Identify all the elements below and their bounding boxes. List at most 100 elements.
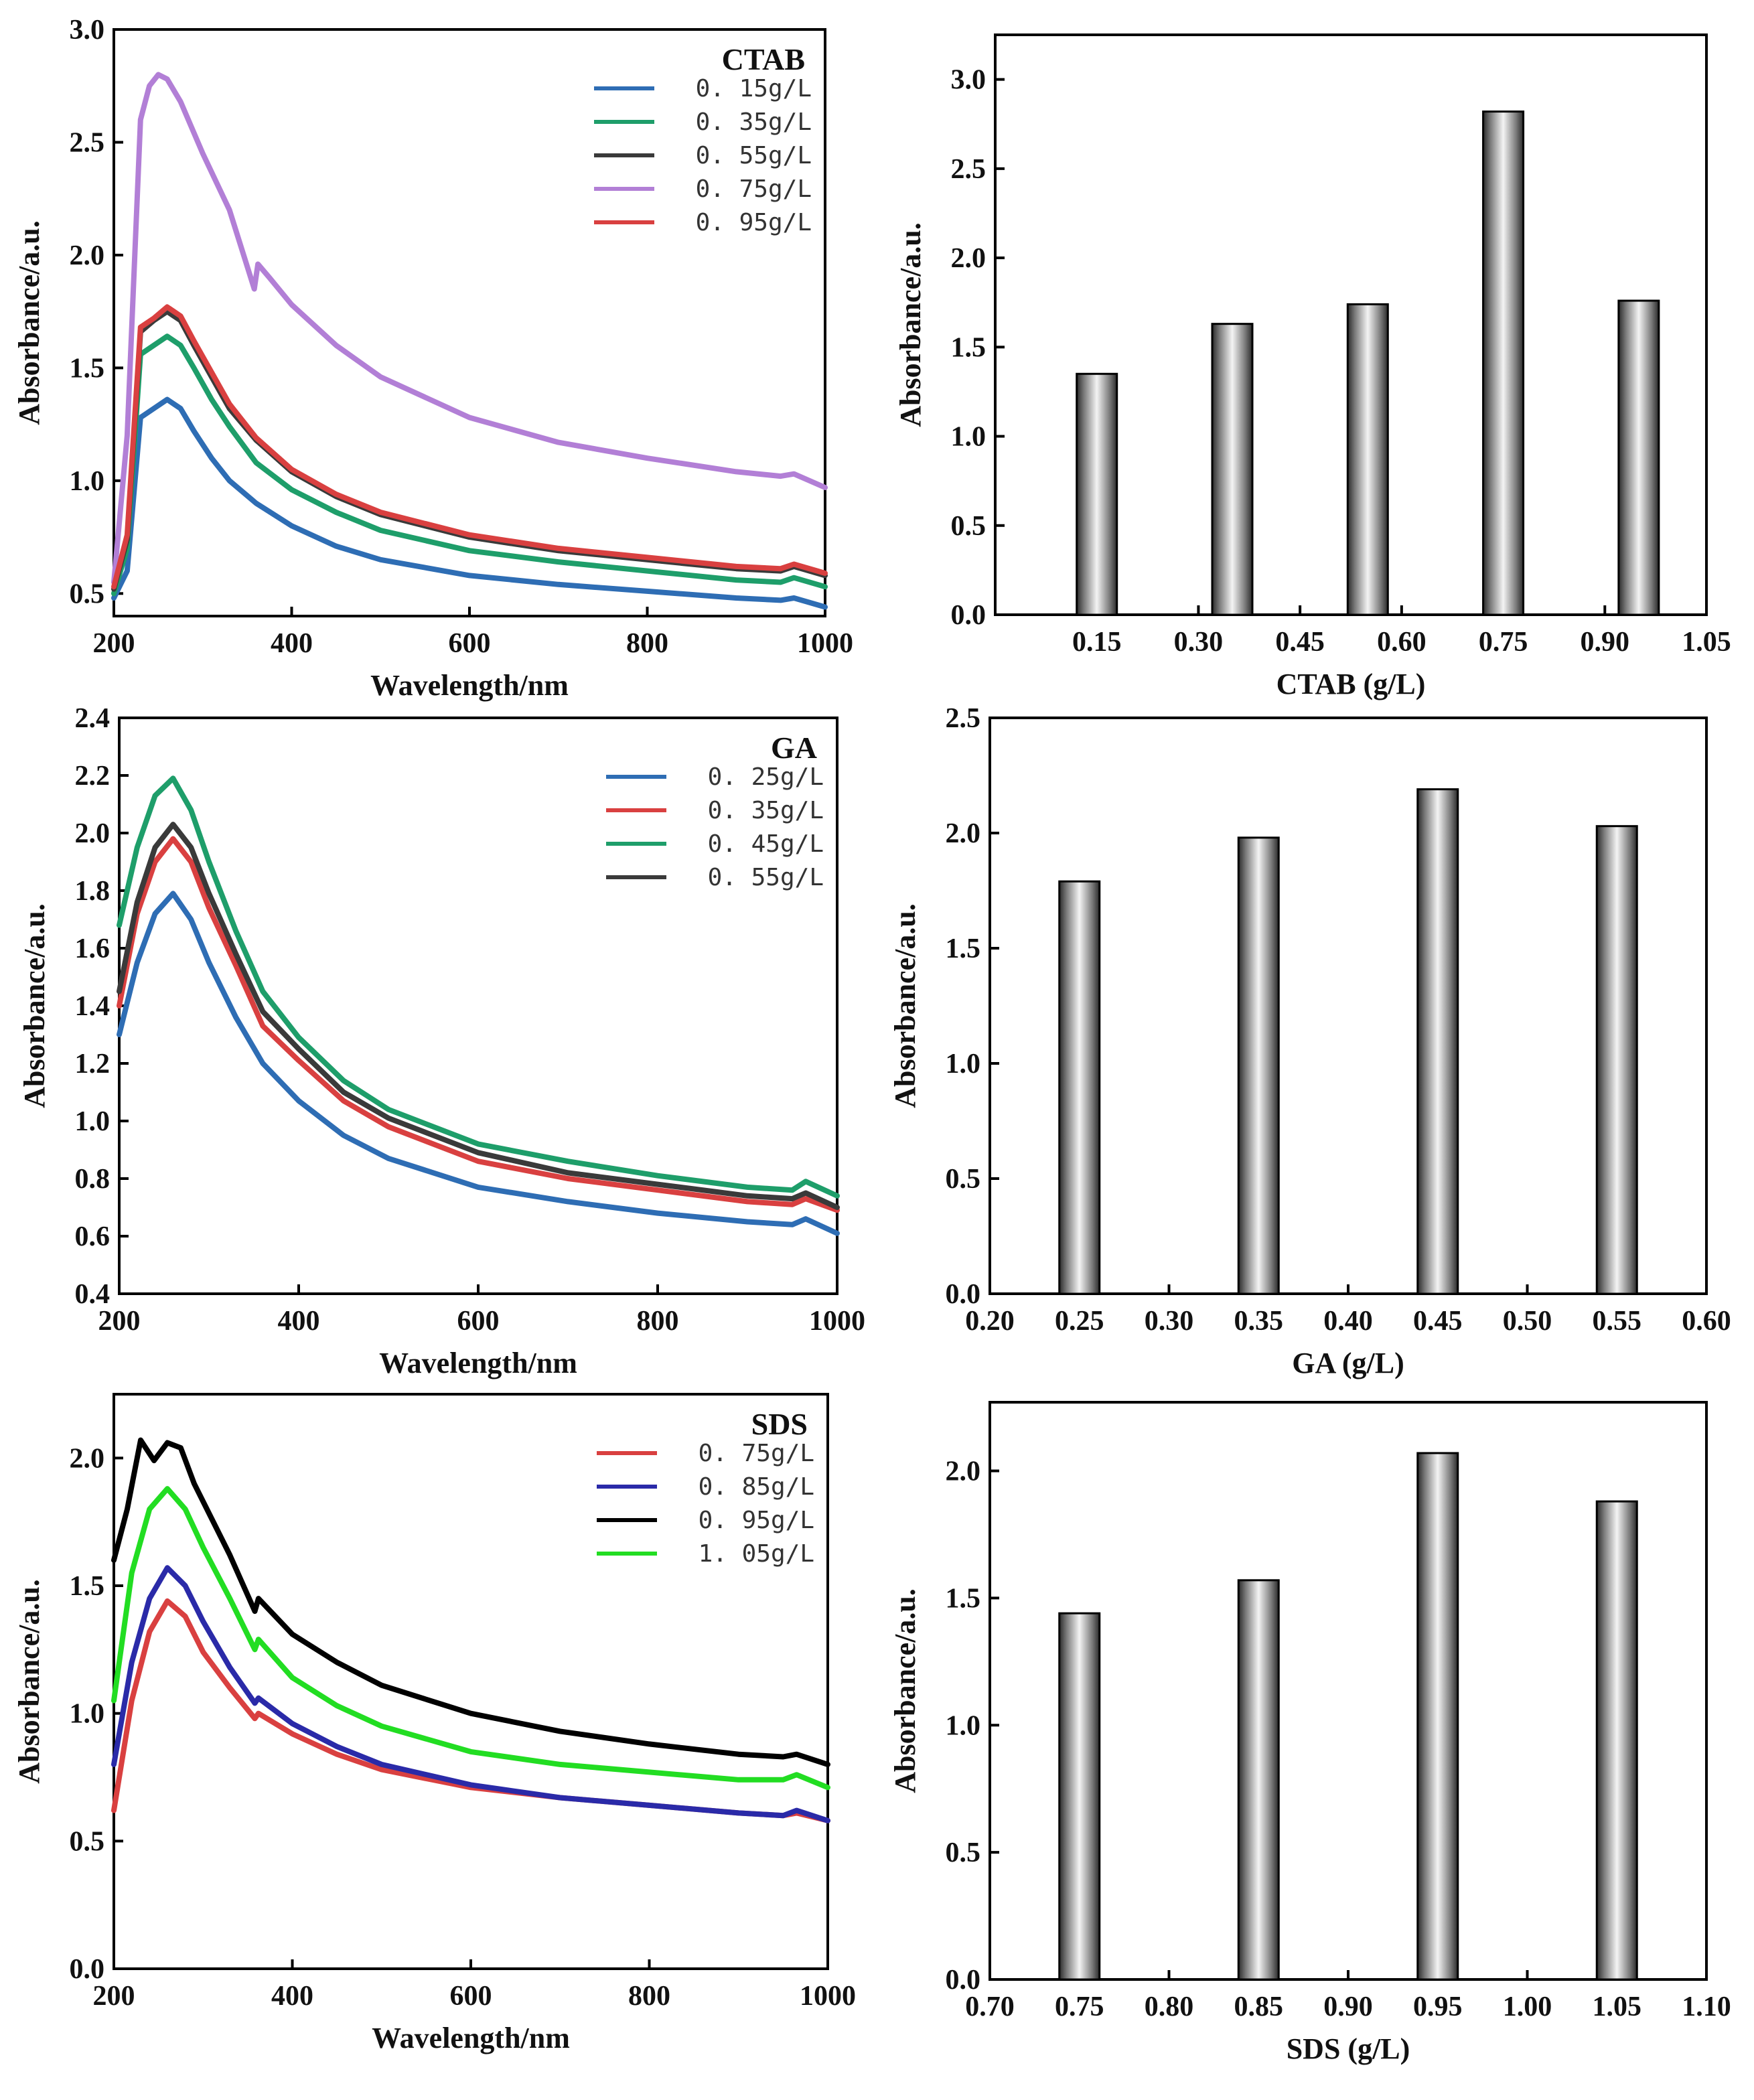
legend-title: SDS	[751, 1407, 808, 1441]
series-line	[117, 891, 840, 1236]
y-axis-title: Absorbance/a.u.	[889, 1588, 922, 1793]
x-tick-label: 1000	[809, 1306, 865, 1337]
bar	[1058, 1612, 1101, 1981]
x-tick-label: 0.60	[1682, 1306, 1731, 1337]
y-tick-label: 3.0	[951, 65, 986, 96]
series-line	[117, 775, 840, 1199]
series-line	[111, 304, 828, 590]
x-tick-label: 0.30	[1174, 627, 1224, 658]
x-tick-label: 0.20	[965, 1306, 1015, 1337]
y-tick-label: 0.5	[951, 511, 986, 542]
chart-1: 200 400 600 800 1000 0.5 1.0 1.5 2.0 2.5 3.0 Wavele…	[13, 15, 853, 702]
legend-title: CTAB	[722, 42, 805, 76]
x-tick-label: 1.00	[1503, 1992, 1552, 2022]
bar	[1237, 836, 1280, 1295]
legend-label: 0. 55g/L	[696, 142, 812, 169]
y-tick-label: 1.5	[946, 1583, 981, 1614]
legend-label: 0. 35g/L	[708, 797, 824, 824]
x-tick-label: 200	[93, 1981, 135, 2012]
x-tick-label: 200	[93, 628, 135, 659]
chart-3: 200 400 600 800 1000 0.4 0.6 0.8 1.0 1.2 1.4 1.6 1.8…	[18, 703, 865, 1379]
series-line	[117, 836, 840, 1213]
x-tick-label: 1.05	[1593, 1992, 1642, 2022]
y-tick-label: 1.5	[70, 1571, 105, 1602]
series-line	[111, 72, 828, 585]
y-tick-label: 2.4	[75, 703, 111, 734]
y-tick-label: 0.0	[946, 1279, 981, 1310]
y-axis-title: Absorbance/a.u.	[889, 903, 922, 1108]
series-line	[111, 1437, 830, 1767]
x-tick-label: 0.45	[1275, 627, 1325, 658]
x-axis-title: Wavelength/nm	[372, 2022, 570, 2054]
x-tick-label: 0.15	[1072, 627, 1122, 658]
x-axis-title: Wavelength/nm	[370, 669, 569, 702]
legend-title: GA	[771, 731, 817, 765]
x-tick-label: 0.25	[1055, 1306, 1104, 1337]
series-line	[111, 309, 828, 592]
y-tick-label: 0.5	[946, 1164, 981, 1195]
x-tick-label: 1000	[800, 1981, 856, 2012]
y-axis-title: Absorbance/a.u.	[13, 220, 46, 425]
y-tick-label: 2.2	[75, 761, 111, 792]
x-tick-label: 400	[271, 1981, 313, 2012]
y-tick-label: 2.0	[75, 818, 111, 849]
x-tick-label: 0.90	[1323, 1992, 1373, 2022]
legend-label: 0. 25g/L	[708, 763, 824, 791]
series-line	[111, 1486, 830, 1791]
y-tick-label: 1.0	[946, 1710, 981, 1741]
bar	[1595, 1500, 1638, 1981]
y-tick-label: 0.5	[946, 1837, 981, 1868]
bar	[1058, 880, 1101, 1295]
y-tick-label: 2.0	[951, 243, 986, 274]
y-tick-label: 2.0	[946, 818, 981, 849]
x-tick-label: 0.80	[1145, 1992, 1194, 2022]
x-tick-label: 400	[278, 1306, 320, 1337]
y-tick-label: 1.5	[70, 353, 105, 384]
y-tick-label: 1.0	[951, 422, 986, 453]
y-tick-label: 1.8	[75, 876, 111, 907]
y-tick-label: 1.0	[70, 1699, 105, 1730]
x-tick-label: 1.10	[1682, 1992, 1731, 2022]
bar	[1595, 825, 1638, 1295]
series-line	[111, 1565, 830, 1823]
legend-label: 0. 95g/L	[696, 209, 812, 236]
y-tick-label: 2.0	[946, 1456, 981, 1487]
chart-2: 0.15 0.30 0.45 0.60 0.75 0.90 1.05 0.0 0.5 1.0 1.5…	[894, 33, 1731, 700]
x-tick-label: 0.55	[1593, 1306, 1642, 1337]
x-tick-label: 400	[271, 628, 313, 659]
x-tick-label: 1000	[797, 628, 853, 659]
bar	[1416, 1452, 1459, 1981]
x-tick-label: 200	[98, 1306, 141, 1337]
x-tick-label: 0.60	[1377, 627, 1427, 658]
y-tick-label: 0.6	[75, 1221, 111, 1252]
x-axis-title: Wavelength/nm	[379, 1347, 577, 1379]
x-tick-label: 0.75	[1055, 1992, 1104, 2022]
x-tick-label: 600	[449, 628, 491, 659]
legend-label: 0. 75g/L	[696, 175, 812, 203]
chart-6: 0.70 0.75 0.80 0.85 0.90 0.95 1.00 1.05 1.10 0.0 0…	[889, 1401, 1731, 2065]
legend-label: 0. 45g/L	[708, 830, 824, 858]
y-axis-title: Absorbance/a.u.	[18, 903, 51, 1108]
x-tick-label: 0.70	[965, 1992, 1015, 2022]
y-tick-label: 0.8	[75, 1164, 111, 1195]
y-tick-label: 0.5	[70, 1826, 105, 1857]
x-tick-label: 0.90	[1581, 627, 1630, 658]
y-tick-label: 1.6	[75, 933, 111, 964]
x-tick-label: 1.05	[1682, 627, 1731, 658]
legend-label: 0. 35g/L	[696, 108, 812, 136]
bar	[1237, 1579, 1280, 1981]
chart-5: 200 400 600 800 1000 0.0 0.5 1.0 1.5 2.0 Wavelengt…	[13, 1393, 856, 2054]
x-tick-label: 600	[457, 1306, 500, 1337]
y-tick-label: 2.5	[946, 703, 981, 734]
y-tick-label: 1.4	[75, 991, 111, 1022]
legend-label: 0. 85g/L	[699, 1473, 814, 1501]
chart-4: 0.20 0.25 0.30 0.35 0.40 0.45 0.50 0.55 0.60 0.0 0…	[889, 703, 1731, 1379]
y-tick-label: 3.0	[70, 15, 105, 46]
x-tick-label: 0.75	[1479, 627, 1528, 658]
bar	[1076, 372, 1118, 616]
y-tick-label: 0.5	[70, 579, 105, 609]
y-tick-label: 1.5	[951, 332, 986, 363]
bar	[1346, 303, 1389, 616]
bar	[1211, 323, 1254, 616]
x-axis-title: GA (g/L)	[1292, 1347, 1404, 1379]
